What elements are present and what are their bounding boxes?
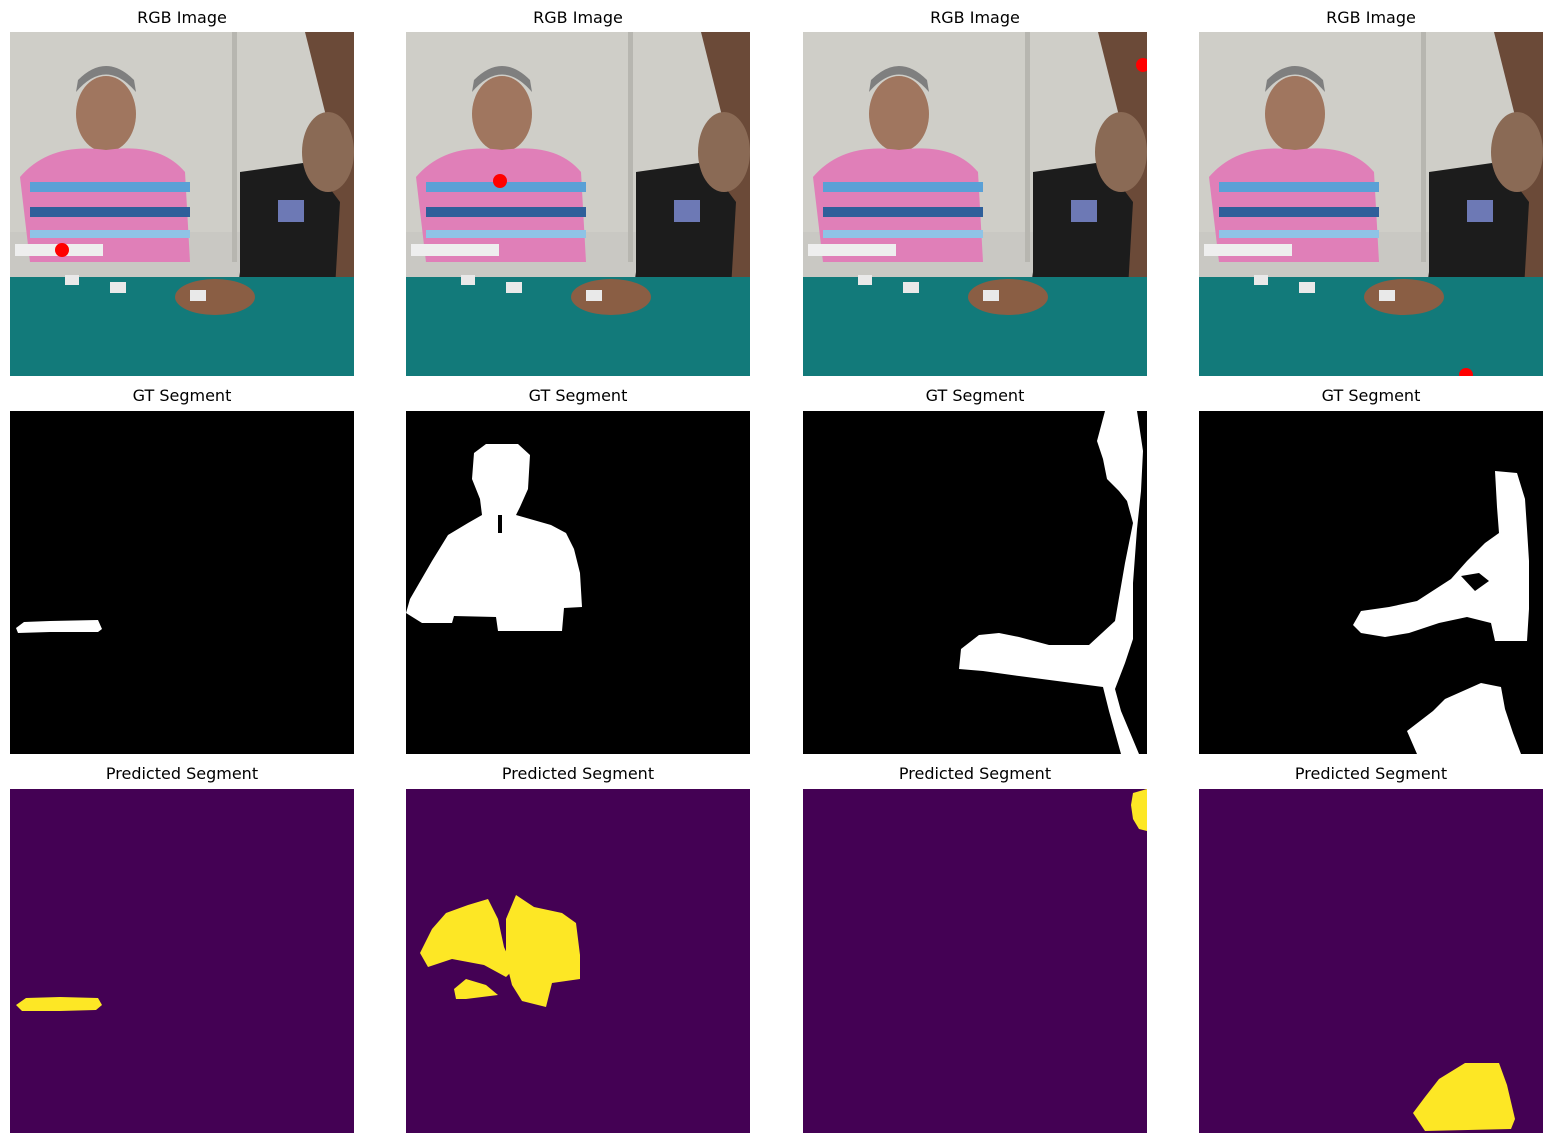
- panel-title: Predicted Segment: [1294, 764, 1448, 783]
- pred-panel-3: Predicted Segment: [803, 756, 1147, 1143]
- pred-mask: [803, 789, 1147, 1133]
- panel-title: Predicted Segment: [501, 764, 655, 783]
- gt-mask: [10, 411, 354, 754]
- panel-title: RGB Image: [1326, 8, 1416, 27]
- rgb-image: [10, 32, 354, 376]
- panel-title: GT Segment: [132, 386, 232, 405]
- click-point-marker: [55, 243, 69, 257]
- panel-title: RGB Image: [533, 8, 623, 27]
- rgb-panel-2: RGB Image: [406, 0, 750, 378]
- pred-panel-2: Predicted Segment: [406, 756, 750, 1143]
- gt-panel-2: GT Segment: [406, 378, 750, 756]
- pred-panel-1: Predicted Segment: [10, 756, 354, 1143]
- gt-mask: [803, 411, 1147, 754]
- pred-mask: [406, 789, 750, 1133]
- rgb-image: [406, 32, 750, 376]
- panel-title: GT Segment: [925, 386, 1025, 405]
- click-point-marker: [1136, 58, 1147, 72]
- panel-title: RGB Image: [930, 8, 1020, 27]
- rgb-panel-1: RGB Image: [10, 0, 354, 378]
- gt-mask: [406, 411, 750, 754]
- panel-title: Predicted Segment: [105, 764, 259, 783]
- panel-title: GT Segment: [1321, 386, 1421, 405]
- panel-title: Predicted Segment: [898, 764, 1052, 783]
- gt-panel-1: GT Segment: [10, 378, 354, 756]
- panel-title: GT Segment: [528, 386, 628, 405]
- gt-mask: [1199, 411, 1543, 754]
- rgb-panel-3: RGB Image: [803, 0, 1147, 378]
- click-point-marker: [493, 174, 507, 188]
- rgb-image: [1199, 32, 1543, 376]
- gt-panel-4: GT Segment: [1199, 378, 1543, 756]
- rgb-panel-4: RGB Image: [1199, 0, 1543, 378]
- click-point-marker: [1459, 368, 1473, 376]
- gt-panel-3: GT Segment: [803, 378, 1147, 756]
- rgb-image: [803, 32, 1147, 376]
- pred-panel-4: Predicted Segment: [1199, 756, 1543, 1143]
- panel-title: RGB Image: [137, 8, 227, 27]
- pred-mask: [10, 789, 354, 1133]
- pred-mask: [1199, 789, 1543, 1133]
